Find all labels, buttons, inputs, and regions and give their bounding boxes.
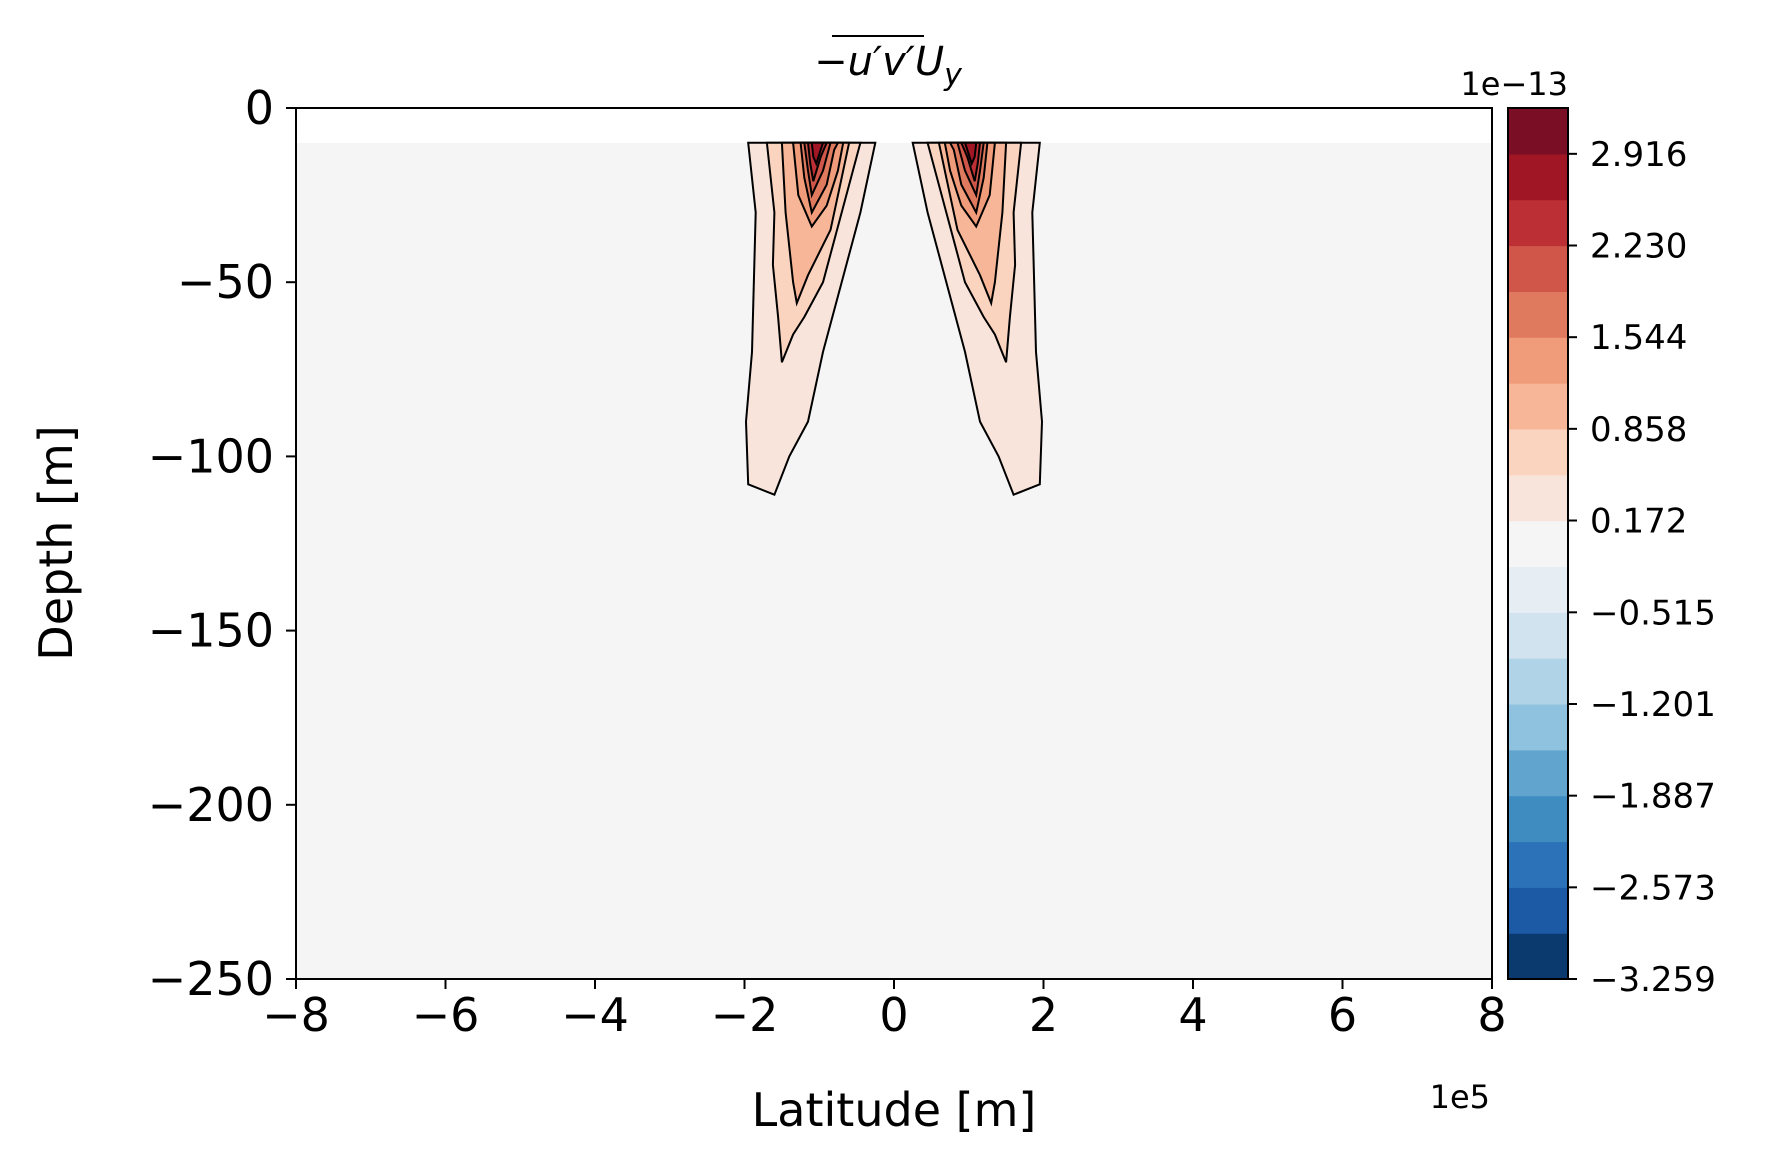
x-axis-multiplier: 1e5 bbox=[1430, 1078, 1490, 1116]
colorbar-band-13 bbox=[1508, 337, 1568, 384]
colorbar-band-12 bbox=[1508, 383, 1568, 430]
colorbar-tick-label: −3.259 bbox=[1590, 960, 1716, 1000]
y-tick-label: −250 bbox=[148, 952, 274, 1006]
y-tick-label: −150 bbox=[148, 604, 274, 658]
colorbar-band-9 bbox=[1508, 520, 1568, 568]
x-tick-label: −2 bbox=[711, 988, 779, 1042]
colorbar-frame bbox=[1507, 107, 1569, 980]
colorbar-multiplier: 1e−13 bbox=[1460, 65, 1568, 103]
x-tick-label: 2 bbox=[1029, 988, 1058, 1042]
x-tick-label: −6 bbox=[412, 988, 480, 1042]
colorbar-band-7 bbox=[1508, 612, 1568, 659]
colorbar-band-10 bbox=[1508, 474, 1568, 522]
colorbar-band-2 bbox=[1508, 841, 1568, 888]
x-tick-label: 4 bbox=[1178, 988, 1207, 1042]
colorbar-tick-label: −1.887 bbox=[1590, 777, 1716, 817]
colorbar-band-17 bbox=[1508, 153, 1568, 201]
colorbar-tick-label: 0.858 bbox=[1590, 410, 1687, 450]
colorbar-tick-label: −1.201 bbox=[1590, 685, 1716, 725]
x-tick-label: 6 bbox=[1328, 988, 1357, 1042]
y-axis-ticks: 0 −50 −100 −150 −200 −250 bbox=[148, 81, 296, 1006]
colorbar-ticks: 2.916 2.230 1.544 0.858 0.172 −0.515 −1.201 −1.… bbox=[1568, 135, 1716, 1000]
colorbar-tick-label: 2.916 bbox=[1590, 135, 1687, 175]
y-axis-label: Depth [m] bbox=[29, 425, 83, 660]
colorbar-band-3 bbox=[1508, 795, 1568, 843]
colorbar-tick-label: 1.544 bbox=[1590, 318, 1687, 358]
colorbar-band-4 bbox=[1508, 749, 1568, 797]
x-axis-ticks: −8 −6 −4 −2 0 2 4 6 8 bbox=[262, 979, 1507, 1042]
contour-group bbox=[744, 141, 1044, 497]
colorbar-band-0 bbox=[1508, 933, 1568, 980]
chart-title: −u′v′Uy bbox=[814, 39, 963, 93]
colorbar-band-5 bbox=[1508, 703, 1568, 751]
field-background bbox=[296, 142, 1492, 980]
colorbar-band-8 bbox=[1508, 566, 1568, 613]
contour-level-17-7 bbox=[810, 141, 825, 167]
x-tick-label: 0 bbox=[879, 988, 908, 1042]
colorbar-band-15 bbox=[1508, 245, 1568, 292]
colorbar-band-18 bbox=[1508, 108, 1568, 155]
colorbar bbox=[1508, 108, 1568, 980]
x-tick-label: −8 bbox=[262, 988, 330, 1042]
y-tick-label: −50 bbox=[177, 255, 274, 309]
colorbar-band-11 bbox=[1508, 428, 1568, 476]
colorbar-band-1 bbox=[1508, 887, 1568, 934]
plot-area bbox=[295, 107, 1493, 980]
x-axis-label: Latitude [m] bbox=[752, 1083, 1037, 1137]
x-tick-label: 8 bbox=[1477, 988, 1506, 1042]
chart-title-subscript: y bbox=[943, 58, 963, 93]
colorbar-tick-label: 0.172 bbox=[1590, 502, 1687, 542]
colorbar-tick-label: 2.230 bbox=[1590, 227, 1687, 267]
y-tick-label: 0 bbox=[245, 81, 274, 135]
chart-title-main: −u′v′U bbox=[814, 39, 944, 85]
colorbar-band-6 bbox=[1508, 658, 1568, 705]
contour-level-17-15 bbox=[963, 141, 978, 167]
y-tick-label: −200 bbox=[148, 778, 274, 832]
colorbar-tick-label: −0.515 bbox=[1590, 593, 1716, 633]
colorbar-band-14 bbox=[1508, 291, 1568, 338]
y-tick-label: −100 bbox=[148, 429, 274, 483]
x-tick-label: −4 bbox=[561, 988, 629, 1042]
colorbar-tick-label: −2.573 bbox=[1590, 868, 1716, 908]
colorbar-band-16 bbox=[1508, 199, 1568, 247]
